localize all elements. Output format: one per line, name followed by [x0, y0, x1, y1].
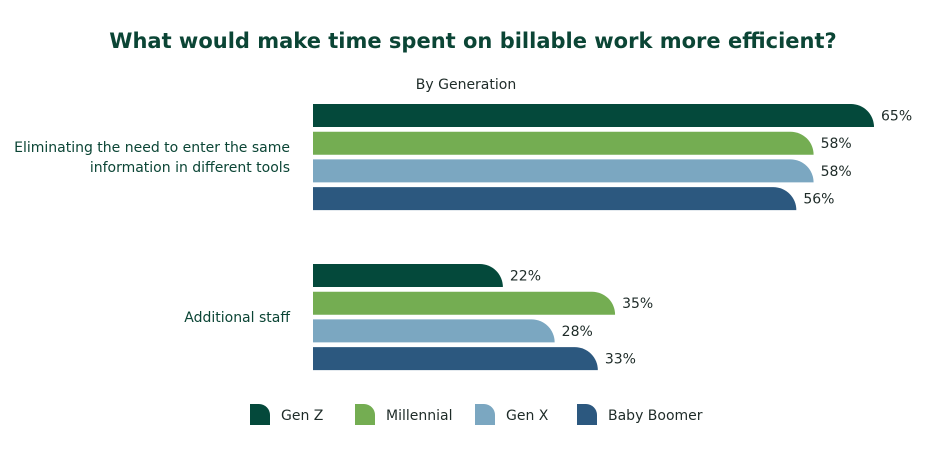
legend: Gen Z Millennial Gen X Baby Boomer — [250, 404, 703, 425]
category-label-line: information in different tools — [90, 160, 290, 176]
bar-millennial-cat1 — [313, 131, 814, 155]
chart-subtitle: By Generation — [416, 77, 516, 93]
legend-label: Gen X — [506, 408, 549, 424]
legend-label: Gen Z — [281, 408, 323, 424]
legend-swatch-millennial — [355, 404, 375, 425]
legend-swatch-baby-boomer — [577, 404, 597, 425]
value-label: 65% — [881, 109, 912, 125]
value-label: 58% — [821, 136, 852, 152]
bar-millennial-cat2 — [313, 291, 616, 315]
category-label: Additional staff — [184, 310, 290, 326]
legend-label: Millennial — [386, 408, 452, 424]
bar-baby-boomer-cat1 — [313, 187, 797, 211]
value-label: 35% — [622, 296, 653, 312]
legend-swatch-gen-x — [475, 404, 495, 425]
value-label: 22% — [510, 269, 541, 285]
bars-group: 65% 58% 58% 56% 22% 35% 28% 33% — [313, 104, 912, 371]
category-label-line: Additional staff — [184, 310, 290, 326]
value-label: 58% — [821, 164, 852, 180]
bar-baby-boomer-cat2 — [313, 347, 598, 371]
legend-swatch-gen-z — [250, 404, 270, 425]
category-labels: Eliminating the need to enter the same in… — [14, 140, 290, 326]
value-label: 28% — [562, 324, 593, 340]
legend-label: Baby Boomer — [608, 408, 703, 424]
bar-gen-x-cat2 — [313, 319, 555, 343]
category-label: Eliminating the need to enter the same in… — [14, 140, 290, 176]
value-label: 33% — [605, 352, 636, 368]
bar-gen-z-cat1 — [313, 104, 874, 127]
bar-gen-z-cat2 — [313, 264, 503, 287]
bar-gen-x-cat1 — [313, 159, 814, 183]
category-label-line: Eliminating the need to enter the same — [14, 140, 290, 156]
value-label: 56% — [803, 192, 834, 208]
chart-title: What would make time spent on billable w… — [109, 29, 836, 53]
